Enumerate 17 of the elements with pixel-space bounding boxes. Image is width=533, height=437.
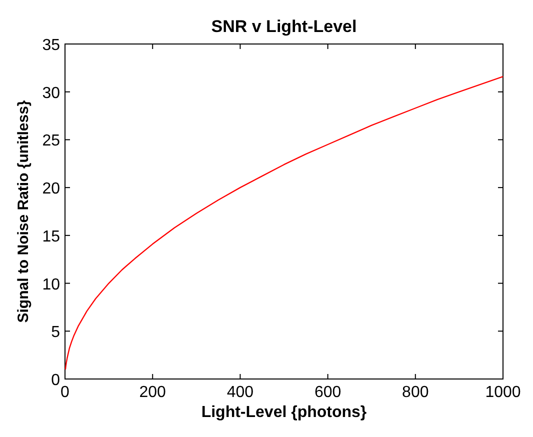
y-tick-label: 25	[42, 132, 60, 150]
y-tick-label: 35	[42, 37, 60, 54]
y-tick-label: 20	[42, 180, 60, 198]
y-axis-title: Signal to Noise Ratio {unitless}	[15, 100, 32, 323]
x-tick-label: 800	[402, 384, 429, 401]
x-axis-title: Light-Level {photons}	[201, 404, 367, 421]
y-tick-label: 15	[42, 228, 60, 246]
x-tick-label: 600	[314, 384, 342, 401]
y-tick-label: 30	[42, 84, 60, 102]
x-tick-label: 400	[226, 384, 254, 401]
x-tick-label: 200	[139, 384, 166, 401]
chart-title: SNR v Light-Level	[211, 17, 357, 36]
line-series	[64, 76, 504, 370]
y-tick-label: 10	[42, 276, 60, 294]
y-tick-label: 0	[51, 372, 60, 389]
y-tick-label: 5	[51, 324, 60, 342]
x-tick-label: 1000	[485, 384, 521, 401]
